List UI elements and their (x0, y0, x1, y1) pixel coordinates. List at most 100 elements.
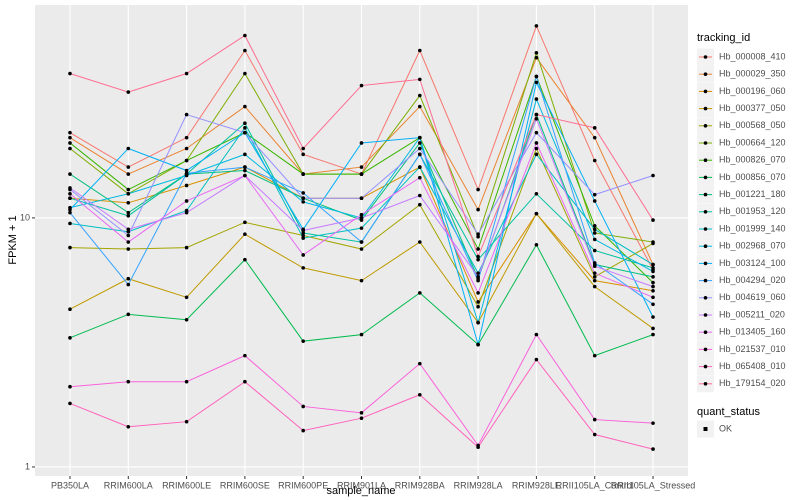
data-point (534, 211, 539, 216)
data-point (126, 210, 131, 215)
data-point (476, 234, 480, 239)
data-point (476, 278, 480, 283)
data-point (651, 240, 655, 244)
legend-label: Hb_001221_180 (719, 189, 786, 199)
data-point (68, 384, 72, 389)
data-point (126, 312, 131, 317)
data-point (476, 445, 480, 450)
data-point (68, 401, 72, 406)
data-point (592, 261, 597, 265)
data-point (534, 55, 539, 60)
legend-point (703, 364, 708, 369)
legend-label: Hb_000377_050 (719, 103, 786, 113)
data-point (359, 332, 364, 337)
data-point (418, 291, 422, 295)
data-point (418, 392, 422, 397)
data-point (126, 424, 131, 429)
data-point (243, 220, 247, 225)
legend-point (703, 55, 708, 59)
data-point (534, 80, 539, 85)
legend-label: Hb_001953_120 (719, 206, 786, 216)
data-point (651, 266, 655, 270)
data-point (301, 152, 305, 157)
data-point (301, 228, 305, 233)
data-point (126, 165, 131, 169)
data-point (126, 213, 131, 218)
legend-label: Hb_002968_070 (719, 241, 786, 251)
data-point (592, 223, 597, 228)
data-point (651, 288, 655, 293)
data-point (243, 353, 247, 358)
legend-point (703, 330, 708, 335)
data-point (592, 126, 597, 130)
data-point (476, 247, 480, 251)
legend-label: Hb_004294_020 (719, 275, 786, 285)
data-point (126, 240, 131, 244)
data-point (126, 247, 131, 251)
x-tick-label: RRII105LA_Control (556, 480, 634, 490)
legend-point (703, 244, 708, 248)
legend-point (703, 313, 708, 317)
x-tick-label: PB350LA (51, 480, 89, 490)
data-point (418, 165, 422, 169)
legend-title: quant_status (697, 406, 760, 418)
data-point (126, 201, 131, 205)
data-point (126, 233, 131, 238)
data-point (418, 152, 422, 157)
data-point (534, 242, 539, 247)
data-point (126, 146, 131, 151)
data-point (359, 411, 364, 415)
data-point (651, 295, 655, 300)
data-point (243, 165, 247, 169)
y-tick-label: 1 (25, 461, 30, 471)
x-tick-label: RRIM600PE (278, 480, 328, 490)
data-point (243, 152, 247, 157)
data-point (68, 196, 72, 201)
data-point (126, 227, 131, 232)
data-point (243, 48, 247, 53)
data-point (476, 257, 480, 262)
legend-label: OK (719, 423, 732, 433)
legend-point (703, 175, 708, 180)
data-point (418, 135, 422, 140)
x-tick-label: RRIM928LE (512, 480, 561, 490)
data-point (476, 342, 480, 347)
data-point (534, 97, 539, 101)
data-point (68, 141, 72, 145)
legend-label: Hb_001999_140 (719, 223, 786, 233)
legend-point (703, 192, 708, 197)
x-tick-label: RRIM928LA (454, 480, 503, 490)
x-tick-label: RRII105LA_Stressed (611, 480, 696, 490)
data-point (592, 284, 597, 289)
data-point (243, 71, 247, 76)
data-point (651, 447, 655, 451)
data-point (651, 280, 655, 285)
data-point (68, 130, 72, 135)
data-point (301, 200, 305, 204)
data-point (534, 141, 539, 145)
data-point (476, 207, 480, 212)
data-point (592, 432, 597, 437)
data-point (359, 172, 364, 176)
legend-point (703, 382, 708, 386)
y-tick-label: 10 (20, 212, 30, 222)
legend-label: Hb_179154_020 (719, 378, 786, 388)
data-point (359, 240, 364, 244)
data-point (301, 191, 305, 195)
data-point (592, 135, 597, 140)
data-point (243, 173, 247, 178)
legend-point (703, 89, 708, 94)
data-point (301, 146, 305, 151)
data-point (184, 183, 189, 188)
data-point (534, 332, 539, 337)
data-point (534, 191, 539, 196)
data-point (301, 236, 305, 240)
data-point (184, 317, 189, 322)
y-axis-label: FPKM + 1 (7, 215, 19, 264)
data-point (476, 275, 480, 279)
data-point (126, 90, 131, 94)
data-point (418, 361, 422, 366)
data-point (418, 104, 422, 109)
data-point (476, 304, 480, 309)
data-point (534, 357, 539, 362)
